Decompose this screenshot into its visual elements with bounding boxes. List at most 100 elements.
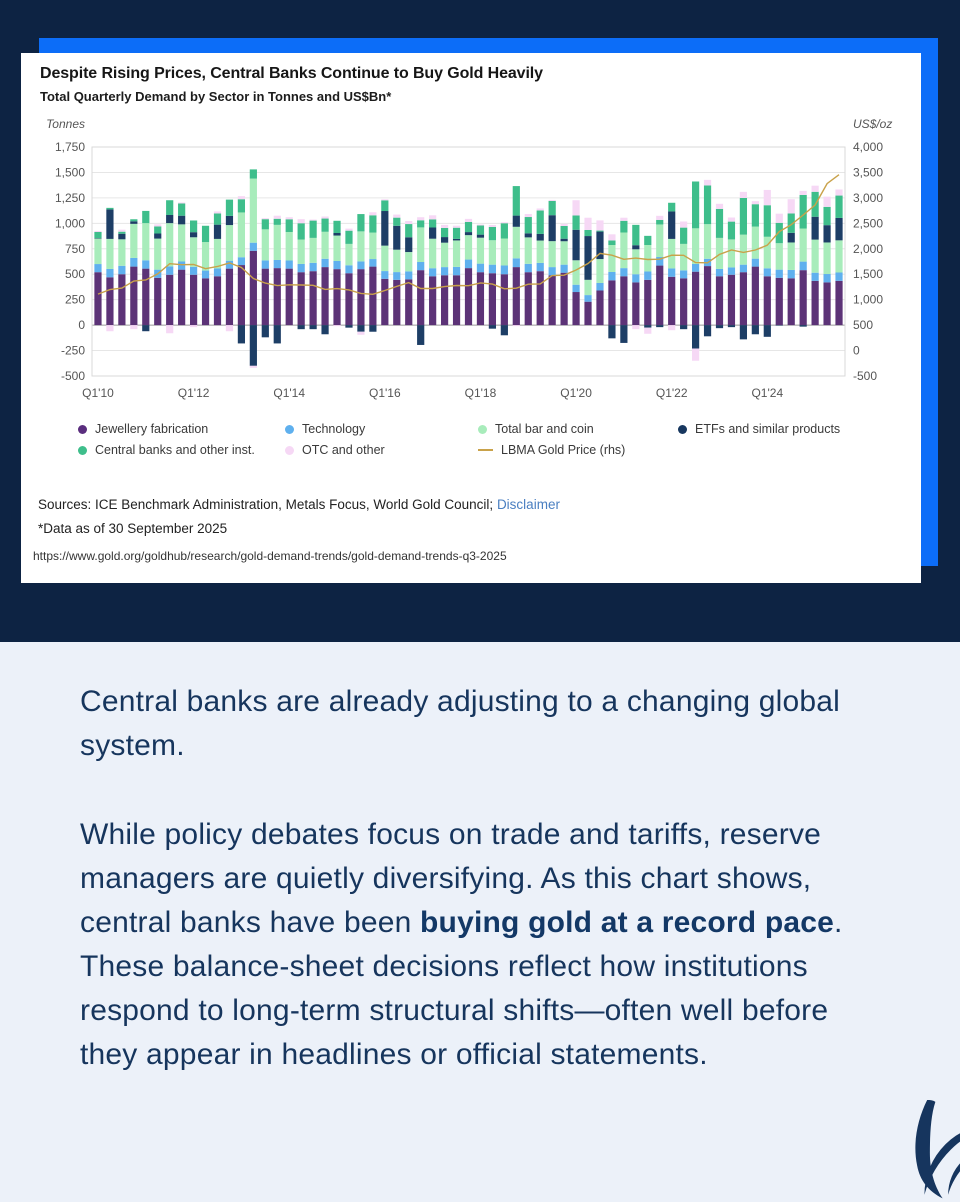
bar-segment xyxy=(225,225,234,261)
bar-segment xyxy=(237,212,246,258)
bar-segment xyxy=(213,211,222,214)
plot-border xyxy=(91,146,846,377)
bar-segment xyxy=(452,227,461,239)
bar-segment xyxy=(608,271,616,281)
paragraph-2-end: . These balance-sheet decisions reflect … xyxy=(80,906,843,1071)
legend-label: Central banks and other inst. xyxy=(95,443,255,457)
bar-segment xyxy=(584,301,592,326)
bar-segment xyxy=(668,325,676,331)
data-note: *Data as of 30 September 2025 xyxy=(38,521,228,536)
bar-segment xyxy=(787,242,795,270)
caption-text: Central banks are already adjusting to a… xyxy=(80,680,868,1122)
bar-segment xyxy=(596,220,604,231)
bar-segment xyxy=(297,239,305,264)
sources-text: Sources: ICE Benchmark Administration, M… xyxy=(38,497,497,512)
x-tick-label: Q1'24 xyxy=(751,386,783,400)
legend-item: LBMA Gold Price (rhs) xyxy=(478,443,625,457)
bar-segment xyxy=(727,325,736,328)
bar-segment xyxy=(763,268,771,277)
right-axis-title: US$/oz xyxy=(853,117,892,131)
disclaimer-link[interactable]: Disclaimer xyxy=(496,497,560,512)
bar-segment xyxy=(309,219,317,221)
bar-segment xyxy=(237,265,246,326)
bar-segment xyxy=(644,279,652,326)
bar-segment xyxy=(118,265,126,275)
bar-segment xyxy=(393,214,401,218)
bar-segment xyxy=(632,249,640,275)
bar-segment xyxy=(596,231,604,260)
chart-title: Despite Rising Prices, Central Banks Con… xyxy=(40,65,543,82)
bar-segment xyxy=(691,271,700,326)
left-tick-label: -500 xyxy=(61,369,85,383)
bar-segment xyxy=(632,325,640,330)
right-tick-label: -500 xyxy=(853,369,877,383)
bar-segment xyxy=(405,224,413,238)
bar-segment xyxy=(94,272,102,326)
bar-segment xyxy=(536,262,544,272)
bar-segment xyxy=(213,268,222,277)
bar-segment xyxy=(452,266,461,276)
bar-segment xyxy=(393,217,401,226)
bar-segment xyxy=(201,225,210,243)
legend-label: ETFs and similar products xyxy=(695,422,841,436)
bar-segment xyxy=(584,229,592,237)
bar-segment xyxy=(213,213,222,225)
bar-segment xyxy=(440,237,449,243)
bar-segment xyxy=(548,215,556,242)
bar-segment xyxy=(680,227,688,244)
bar-segment xyxy=(249,325,257,366)
bar-segment xyxy=(166,325,174,334)
bar-segment xyxy=(727,221,736,240)
bar-segment xyxy=(512,186,520,216)
bar-segment xyxy=(417,325,425,345)
bar-segment xyxy=(321,216,329,219)
bar-segment xyxy=(608,240,616,246)
bar-segment xyxy=(393,272,401,280)
bar-segment xyxy=(548,200,556,216)
left-tick-label: 1,250 xyxy=(55,191,85,205)
bar-segment xyxy=(727,239,736,268)
bar-segment xyxy=(656,219,664,225)
bar-segment xyxy=(178,215,186,225)
bar-segment xyxy=(321,267,329,326)
bar-segment xyxy=(739,234,748,265)
bar-segment xyxy=(273,325,281,344)
bar-segment xyxy=(464,268,473,326)
bar-segment xyxy=(321,218,329,232)
left-tick-label: 250 xyxy=(65,293,85,307)
bar-segment xyxy=(584,236,592,280)
bar-segment xyxy=(488,226,497,241)
bar-segment xyxy=(261,260,269,269)
bar-segment xyxy=(357,325,365,332)
bar-segment xyxy=(751,266,759,326)
bar-segment xyxy=(261,268,269,326)
bar-segment xyxy=(763,189,771,206)
bar-segment xyxy=(440,224,449,228)
bar-segment xyxy=(106,209,114,239)
legend-dot-marker xyxy=(78,424,87,434)
bar-segment xyxy=(309,220,317,238)
bar-segment xyxy=(560,264,568,273)
bar-segment xyxy=(572,229,580,261)
bar-segment xyxy=(727,274,736,326)
bar-segment xyxy=(345,273,353,326)
bar-segment xyxy=(118,231,126,234)
legend-item: Jewellery fabrication xyxy=(78,422,208,436)
bar-segment xyxy=(596,290,604,326)
bar-segment xyxy=(369,259,377,267)
bar-segment xyxy=(429,276,437,326)
bar-segment xyxy=(512,258,520,268)
bar-segment xyxy=(572,284,580,293)
bar-segment xyxy=(811,272,819,281)
bar-segment xyxy=(345,230,353,244)
bar-segment xyxy=(249,365,257,368)
bar-segment xyxy=(333,233,341,236)
bar-segment xyxy=(297,325,305,330)
bar-segment xyxy=(166,223,174,267)
bar-segment xyxy=(835,272,843,281)
bar-segment xyxy=(536,208,544,211)
bar-segment xyxy=(787,213,795,233)
bar-segment xyxy=(333,325,341,327)
bar-segment xyxy=(273,215,281,219)
right-tick-label: 4,000 xyxy=(853,140,883,154)
